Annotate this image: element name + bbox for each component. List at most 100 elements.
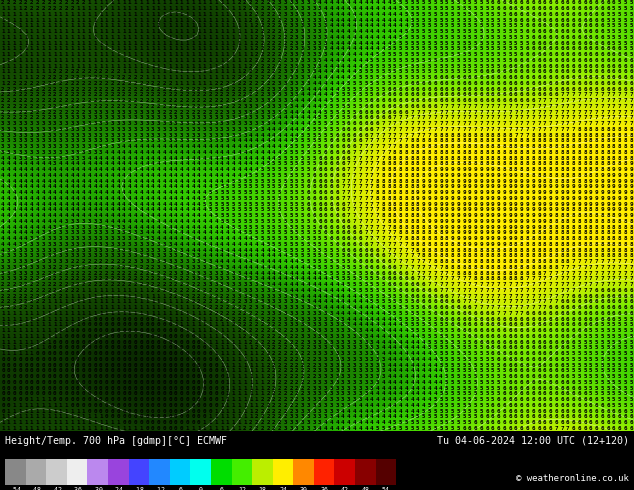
Text: 9: 9 [531,190,535,195]
Text: 6: 6 [572,29,575,34]
Text: 0: 0 [93,392,97,396]
Text: 4: 4 [416,397,420,402]
Text: 6: 6 [531,81,535,86]
Text: 7: 7 [583,92,586,98]
Text: 0: 0 [191,420,195,425]
Text: 5: 5 [630,334,633,339]
Text: 8: 8 [600,230,604,235]
Text: 4: 4 [82,201,86,207]
Text: 4: 4 [18,207,22,212]
Text: 6: 6 [572,6,575,11]
Text: 5: 5 [410,420,414,425]
Text: 1: 1 [41,18,45,23]
Text: 1: 1 [59,317,62,321]
Text: 4: 4 [24,213,28,218]
Text: 8: 8 [612,133,616,138]
Text: 4: 4 [191,230,195,235]
Text: 1: 1 [99,58,103,63]
Text: 6: 6 [566,397,569,402]
Text: 3: 3 [255,98,258,103]
Text: 0: 0 [214,368,218,373]
Text: 1: 1 [238,380,241,385]
Text: 2: 2 [76,81,79,86]
Text: 6: 6 [370,121,373,126]
Text: 1: 1 [174,311,178,316]
Text: 2: 2 [261,426,264,431]
Text: 5: 5 [630,409,633,414]
Text: 7: 7 [566,270,569,275]
Text: 4: 4 [272,270,276,275]
Text: 9: 9 [468,207,472,212]
Text: 8: 8 [514,144,517,149]
Text: 3: 3 [249,115,252,121]
Text: 3: 3 [353,357,356,362]
Text: 0: 0 [134,334,137,339]
Text: 7: 7 [428,127,431,132]
Text: 6: 6 [324,156,327,161]
Text: 1: 1 [93,420,97,425]
Text: 0: 0 [162,380,166,385]
Text: 4: 4 [428,397,431,402]
Text: 1: 1 [214,409,218,414]
Text: 2: 2 [134,75,137,80]
Text: 9: 9 [491,173,495,178]
Text: 1: 1 [13,322,16,327]
Text: 5: 5 [468,397,472,402]
Text: 1: 1 [261,392,264,396]
Text: 4: 4 [341,18,345,23]
Text: 3: 3 [30,270,34,275]
Text: 4: 4 [168,224,172,230]
Text: 7: 7 [399,242,403,247]
Text: 3: 3 [30,150,34,155]
Text: 2: 2 [99,75,103,80]
Text: 7: 7 [422,133,425,138]
Text: 3: 3 [301,64,304,69]
Text: 5: 5 [301,236,304,241]
Text: 6: 6 [548,403,552,408]
Text: 3: 3 [318,386,321,391]
Text: 6: 6 [335,242,339,247]
Text: 2: 2 [128,276,131,281]
Text: 8: 8 [606,138,610,144]
Text: 3: 3 [278,305,281,310]
Text: 0: 0 [122,392,126,396]
Text: 9: 9 [497,213,500,218]
Text: 0: 0 [203,345,206,350]
Text: 3: 3 [261,299,264,304]
Text: 3: 3 [272,305,276,310]
Text: 2: 2 [70,81,74,86]
Text: 4: 4 [168,213,172,218]
Text: -42: -42 [51,487,63,490]
Text: 5: 5 [497,29,500,34]
Text: 2: 2 [18,110,22,115]
Text: 8: 8 [387,196,391,201]
Text: 6: 6 [365,121,368,126]
Text: 4: 4 [387,0,391,5]
Text: 4: 4 [422,392,425,396]
Text: 5: 5 [624,47,627,51]
Text: 3: 3 [341,368,345,373]
Text: 5: 5 [589,340,593,344]
Text: 4: 4 [243,259,247,264]
Text: 9: 9 [422,201,425,207]
Text: 5: 5 [289,247,293,253]
Text: 8: 8 [520,144,523,149]
Text: 2: 2 [7,92,10,98]
Text: 6: 6 [503,87,506,92]
Text: 3: 3 [301,334,304,339]
Text: 0: 0 [186,374,189,379]
Text: 3: 3 [358,374,362,379]
Text: 2: 2 [214,305,218,310]
Text: 9: 9 [508,230,512,235]
Text: 8: 8 [399,190,403,195]
Text: 3: 3 [197,265,200,270]
Text: 2: 2 [122,270,126,275]
Text: 4: 4 [231,150,235,155]
Text: 5: 5 [491,29,495,34]
Text: 4: 4 [376,12,379,17]
Text: 1: 1 [48,334,51,339]
Text: 2: 2 [214,299,218,304]
Text: 4: 4 [174,156,178,161]
Text: 2: 2 [7,98,10,103]
Text: 0: 0 [139,392,143,396]
